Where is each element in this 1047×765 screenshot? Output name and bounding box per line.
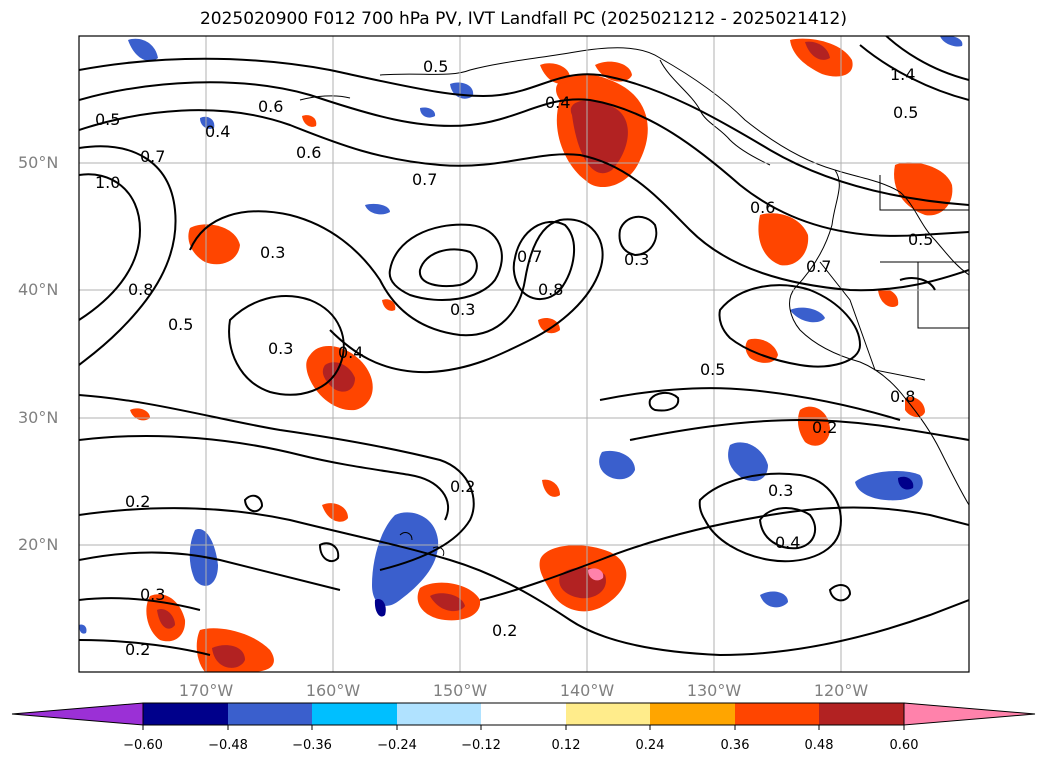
contour-label: 0.2 bbox=[125, 640, 150, 659]
lon-label-130w: 130°W bbox=[686, 681, 742, 700]
colorbar-tick-label: 0.60 bbox=[889, 738, 919, 753]
contour-label: 0.6 bbox=[258, 97, 283, 116]
contour-label: 1.0 bbox=[95, 173, 120, 192]
colorbar-tick-label: 0.12 bbox=[551, 738, 581, 753]
colorbar-extend-high bbox=[903, 702, 1036, 726]
lat-label-30n: 30°N bbox=[18, 408, 59, 427]
contour-label: 0.2 bbox=[450, 477, 475, 496]
contour-label: 0.5 bbox=[95, 110, 120, 129]
colorbar-tick-label: 0.48 bbox=[804, 738, 834, 753]
contour-label: 0.8 bbox=[890, 387, 915, 406]
negative-anomaly-shading bbox=[79, 36, 963, 634]
colorbar bbox=[11, 702, 1036, 730]
contour-label: 0.2 bbox=[492, 621, 517, 640]
colorbar-extend-low bbox=[11, 702, 144, 726]
contour-label: 0.4 bbox=[545, 93, 570, 112]
contour-label: 0.4 bbox=[338, 343, 363, 362]
contour-labels: 0.5 0.4 0.7 1.0 0.8 0.6 0.5 0.3 0.7 0.3 … bbox=[95, 57, 933, 659]
contour-label: 0.3 bbox=[768, 481, 793, 500]
contour-label: 0.4 bbox=[205, 122, 230, 141]
contour-label: 0.7 bbox=[517, 247, 542, 266]
contour-label: 0.5 bbox=[423, 57, 448, 76]
contour-label: 0.2 bbox=[812, 418, 837, 437]
contour-label: 1.4 bbox=[890, 65, 915, 84]
contour-label: 0.6 bbox=[296, 143, 321, 162]
graticule bbox=[79, 36, 969, 672]
contour-label: 0.5 bbox=[893, 103, 918, 122]
coastlines bbox=[299, 47, 969, 557]
contour-label: 0.4 bbox=[775, 533, 800, 552]
map-title: 2025020900 F012 700 hPa PV, IVT Landfall… bbox=[199, 9, 847, 29]
lat-label-20n: 20°N bbox=[18, 535, 59, 554]
colorbar-tick-label: 0.24 bbox=[635, 738, 665, 753]
map-frame bbox=[78, 35, 970, 673]
colorbar-tick-label: −0.24 bbox=[377, 738, 417, 753]
lat-label-50n: 50°N bbox=[18, 153, 59, 172]
lon-label-150w: 150°W bbox=[432, 681, 488, 700]
map-plot-area: 0.5 0.4 0.7 1.0 0.8 0.6 0.5 0.3 0.7 0.3 … bbox=[79, 36, 969, 672]
contour-label: 0.7 bbox=[806, 257, 831, 276]
contour-label: 0.7 bbox=[412, 170, 437, 189]
colorbar-tick-label: −0.12 bbox=[461, 738, 501, 753]
contour-label: 0.3 bbox=[268, 339, 293, 358]
contour-label: 0.8 bbox=[128, 280, 153, 299]
contour-label: 0.8 bbox=[538, 280, 563, 299]
lon-label-120w: 120°W bbox=[813, 681, 869, 700]
contour-label: 0.3 bbox=[624, 250, 649, 269]
lon-label-170w: 170°W bbox=[178, 681, 234, 700]
lon-label-140w: 140°W bbox=[559, 681, 615, 700]
contour-label: 0.7 bbox=[140, 147, 165, 166]
contour-label: 0.3 bbox=[450, 300, 475, 319]
contour-label: 0.3 bbox=[140, 585, 165, 604]
contour-label: 0.5 bbox=[908, 230, 933, 249]
lat-label-40n: 40°N bbox=[18, 280, 59, 299]
contour-label: 0.2 bbox=[125, 492, 150, 511]
contour-label: 0.3 bbox=[260, 243, 285, 262]
colorbar-tick-label: 0.36 bbox=[720, 738, 750, 753]
colorbar-tick-label: −0.48 bbox=[208, 738, 248, 753]
colorbar-tick-label: −0.36 bbox=[292, 738, 332, 753]
contour-label: 0.5 bbox=[168, 315, 193, 334]
contour-label: 0.6 bbox=[750, 198, 775, 217]
contour-label: 0.5 bbox=[700, 360, 725, 379]
colorbar-tick-label: −0.60 bbox=[123, 738, 163, 753]
lon-label-160w: 160°W bbox=[305, 681, 361, 700]
